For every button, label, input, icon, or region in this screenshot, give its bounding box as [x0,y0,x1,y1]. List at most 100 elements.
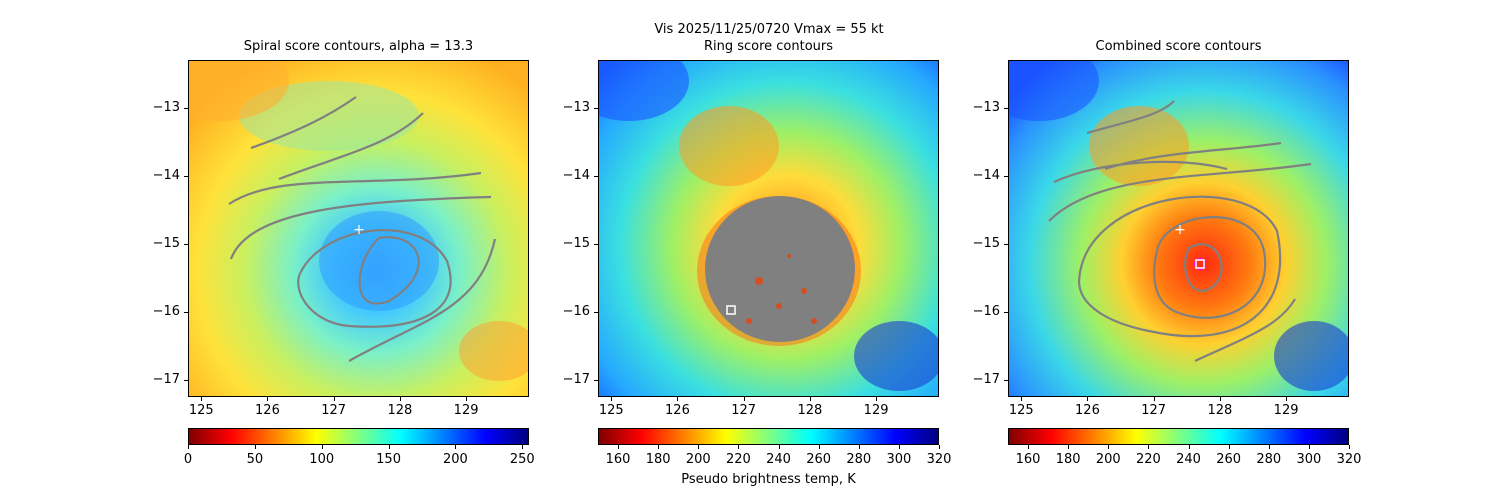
panel-1-title: Spiral score contours, alpha = 13.3 [243,39,474,54]
x-tick-label: 127 [1141,403,1167,418]
x-tick-mark [1153,397,1155,401]
x-tick-label: 126 [1075,403,1100,418]
colorbar-tick-label: 160 [1015,452,1041,467]
x-tick-mark [267,397,269,401]
colorbar-tick-mark [1268,445,1270,449]
x-tick-label: 125 [188,403,214,418]
y-tick-label: −13 [152,99,180,115]
colorbar-tick-label: 280 [846,452,872,467]
x-tick-label: 128 [1207,403,1233,418]
x-tick-mark [1087,397,1089,401]
y-tick-mark [1004,243,1008,245]
y-tick-mark [184,311,188,313]
y-tick-label: −17 [972,371,1000,387]
colorbar-tick-label: 280 [1256,452,1282,467]
y-tick-label: −14 [152,167,180,183]
colorbar-tick-mark [254,445,256,449]
colorbar-tick-mark [188,445,189,449]
y-tick-mark [1004,107,1008,109]
y-tick-label: −17 [562,371,590,387]
y-tick-label: −16 [562,303,590,319]
colorbar-tick-label: 200 [1095,452,1121,467]
x-tick-mark [876,397,878,401]
colorbar-tick-mark [618,445,620,449]
colorbar-tick-label: 320 [926,452,952,467]
colorbar-tick-mark [1148,445,1150,449]
ring-score-region [705,196,855,342]
combined-center-circle-marker [1194,258,1206,270]
y-tick-label: −14 [562,167,590,183]
x-tick-mark [677,397,679,401]
colorbar-tick-label: 220 [725,452,751,467]
y-tick-mark [594,175,598,177]
colorbar-tick-mark [1228,445,1230,449]
colorbar-tick-label: 300 [886,452,912,467]
spiral-score-plot: + [189,61,528,396]
figure-title: Vis 2025/11/25/0720 Vmax = 55 kt [654,22,884,37]
colorbar-tick-label: 220 [1135,452,1161,467]
panel-3-title: Combined score contours [1095,39,1262,54]
colorbar-tick-label: 180 [645,452,671,467]
colorbar-tick-label: 200 [685,452,711,467]
x-tick-label: 127 [731,403,757,418]
x-tick-mark [809,397,811,401]
colorbar-tick-mark [1308,445,1310,449]
y-tick-mark [594,107,598,109]
colorbar-tick-mark [1108,445,1110,449]
ring-score-panel [598,60,939,397]
spiral-colorbar [188,428,529,445]
x-tick-mark [611,397,613,401]
combined-score-plot: + [1009,61,1348,396]
colorbar-label: Pseudo brightness temp, K [681,472,856,487]
colorbar-tick-label: 240 [766,452,791,467]
x-tick-mark [201,397,203,401]
y-tick-mark [1004,175,1008,177]
colorbar-tick-mark [858,445,860,449]
ring-score-plot [599,61,938,396]
y-tick-mark [184,107,188,109]
x-tick-label: 127 [321,403,347,418]
y-tick-label: −16 [972,303,1000,319]
colorbar-tick-mark [818,445,820,449]
x-tick-mark [1219,397,1221,401]
center-guess-plus-marker: + [1174,222,1186,238]
panel-2-title: Ring score contours [703,39,834,54]
colorbar-tick-mark [658,445,660,449]
spiral-score-panel: + [188,60,529,397]
x-tick-label: 128 [387,403,413,418]
y-tick-label: −15 [972,235,1000,251]
y-tick-label: −16 [152,303,180,319]
colorbar-tick-label: 200 [443,452,468,467]
y-tick-label: −15 [562,235,590,251]
colorbar-tick-mark [1028,445,1030,449]
colorbar-tick-mark [522,445,524,449]
y-tick-mark [594,243,598,245]
y-tick-mark [184,243,188,245]
colorbar-tick-label: 240 [1176,452,1201,467]
x-tick-label: 126 [665,403,690,418]
colorbar-tick-label: 0 [183,452,193,467]
x-tick-label: 129 [863,403,889,418]
x-tick-mark [1021,397,1023,401]
colorbar-tick-label: 150 [376,452,401,467]
x-tick-label: 125 [1008,403,1034,418]
y-tick-mark [184,379,188,381]
y-tick-mark [594,379,598,381]
colorbar-tick-label: 250 [509,452,535,467]
y-tick-label: −13 [562,99,590,115]
x-tick-label: 129 [453,403,479,418]
x-tick-label: 129 [1273,403,1299,418]
x-tick-label: 128 [797,403,823,418]
y-tick-mark [594,311,598,313]
x-tick-mark [399,397,401,401]
colorbar-tick-mark [738,445,740,449]
colorbar-tick-label: 260 [1216,452,1242,467]
colorbar-tick-label: 160 [605,452,631,467]
y-tick-label: −15 [152,235,180,251]
x-tick-mark [333,397,335,401]
x-tick-label: 125 [598,403,624,418]
colorbar-tick-label: 260 [806,452,832,467]
ring-center-square-marker [726,305,736,315]
colorbar-tick-label: 320 [1336,452,1362,467]
colorbar-tick-mark [455,445,457,449]
